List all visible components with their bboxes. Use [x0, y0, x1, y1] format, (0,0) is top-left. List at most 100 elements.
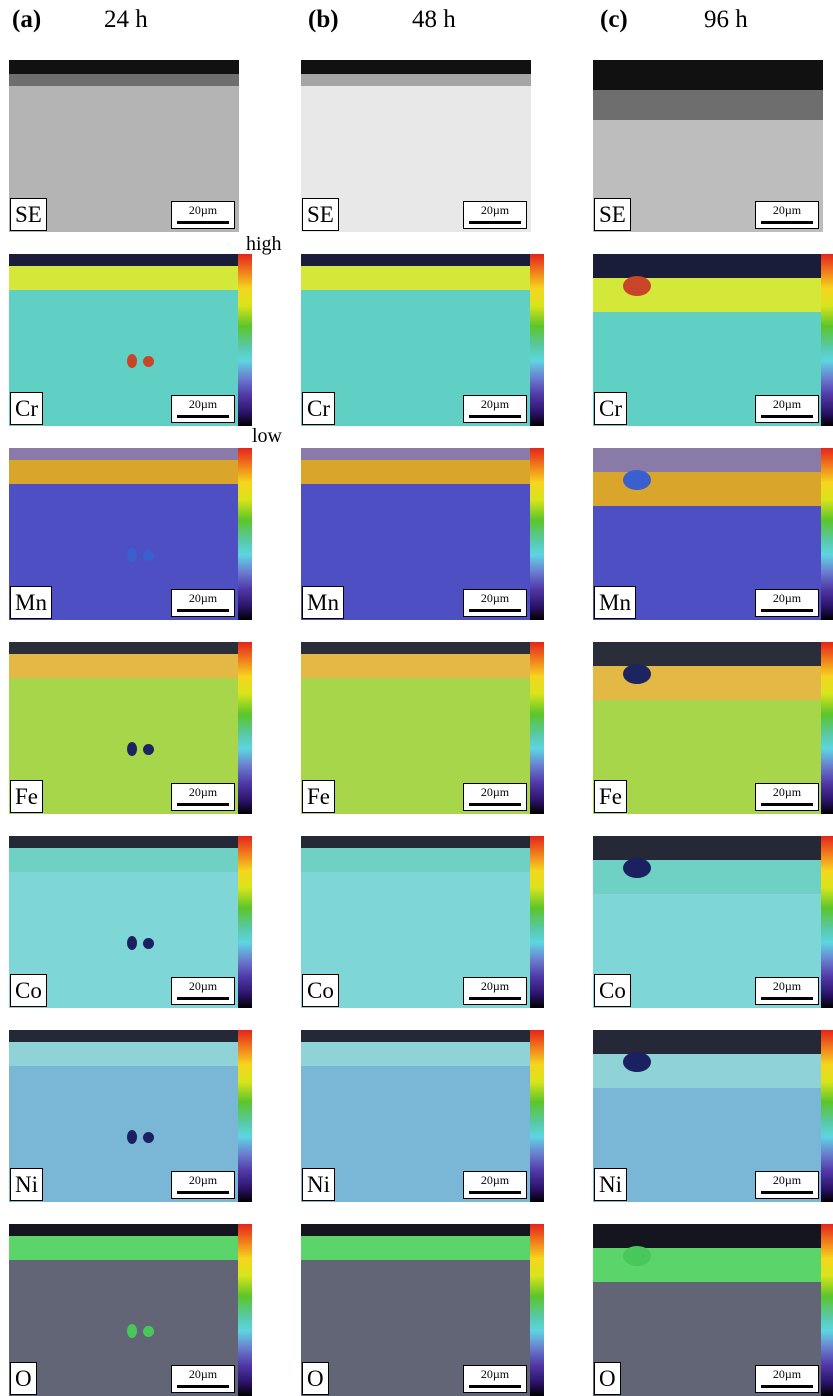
- time-label: 96 h: [704, 6, 748, 33]
- intensity-color-bar: [238, 448, 252, 620]
- element-label: Co: [10, 974, 47, 1007]
- particle-feature: [127, 1130, 137, 1144]
- oxide-scale-band: [301, 448, 531, 460]
- scale-bar: 20µm: [171, 783, 235, 811]
- oxide-scale-band: [9, 1030, 239, 1042]
- oxide-scale-band: [301, 1030, 531, 1042]
- element-label: Co: [302, 974, 339, 1007]
- time-label: 48 h: [412, 6, 456, 33]
- intensity-color-bar: [821, 254, 833, 426]
- panel-letter: (c): [600, 6, 628, 33]
- scale-bar: 20µm: [755, 977, 819, 1005]
- scale-bar-label: 20µm: [188, 785, 218, 799]
- panel-o-24h: O 20µm: [9, 1224, 239, 1396]
- oxide-layer-band: [9, 266, 239, 290]
- scale-bar-label: 20µm: [188, 979, 218, 993]
- particle-feature: [143, 1132, 154, 1143]
- scale-bar-line: [761, 221, 813, 224]
- scale-bar-label: 20µm: [480, 1367, 510, 1381]
- oxide-scale-band: [301, 642, 531, 654]
- scale-bar-line: [177, 803, 229, 806]
- element-map-image: [593, 1224, 823, 1396]
- oxide-scale-band: [9, 448, 239, 460]
- scale-bar-line: [177, 609, 229, 612]
- element-label: Fe: [10, 780, 43, 813]
- scale-bar: 20µm: [755, 201, 819, 229]
- oxide-scale-band: [593, 60, 823, 90]
- particle-feature: [143, 356, 154, 367]
- scale-bar-line: [761, 609, 813, 612]
- scale-bar: 20µm: [755, 783, 819, 811]
- scale-bar-line: [469, 609, 521, 612]
- scale-bar-line: [469, 1385, 521, 1388]
- scale-bar-line: [761, 1385, 813, 1388]
- scale-bar-label: 20µm: [480, 397, 510, 411]
- element-label: O: [594, 1362, 621, 1395]
- scale-bar-label: 20µm: [188, 203, 218, 217]
- scale-bar-line: [469, 221, 521, 224]
- oxide-scale-band: [593, 642, 823, 666]
- scale-bar: 20µm: [171, 589, 235, 617]
- scale-bar: 20µm: [463, 977, 527, 1005]
- oxide-layer-band: [9, 848, 239, 872]
- element-label: SE: [594, 198, 631, 231]
- scale-bar-line: [177, 1385, 229, 1388]
- intensity-color-bar: [530, 1030, 544, 1202]
- oxide-layer-band: [9, 460, 239, 484]
- oxide-layer-band: [301, 1042, 531, 1066]
- particle-feature: [623, 1052, 651, 1072]
- scale-bar-label: 20µm: [480, 1173, 510, 1187]
- scale-bar-label: 20µm: [772, 397, 802, 411]
- intensity-color-bar: [238, 1224, 252, 1396]
- particle-feature: [127, 742, 137, 756]
- oxide-scale-band: [9, 60, 239, 74]
- scale-bar-label: 20µm: [480, 203, 510, 217]
- oxide-layer-band: [301, 74, 531, 86]
- panel-mn-48h: Mn 20µm: [301, 448, 531, 620]
- sem-image: [301, 60, 531, 232]
- oxide-scale-band: [593, 1224, 823, 1248]
- panel-cr-96h: Cr 20µm: [593, 254, 823, 426]
- intensity-color-bar: [821, 642, 833, 814]
- scale-bar-line: [761, 415, 813, 418]
- scale-bar: 20µm: [463, 783, 527, 811]
- scale-bar-label: 20µm: [772, 591, 802, 605]
- scale-bar: 20µm: [463, 589, 527, 617]
- intensity-color-bar: [530, 1224, 544, 1396]
- oxide-layer-band: [301, 848, 531, 872]
- scale-bar: 20µm: [755, 395, 819, 423]
- intensity-high-label: high: [246, 233, 282, 255]
- intensity-color-bar: [530, 836, 544, 1008]
- particle-feature: [127, 354, 137, 368]
- panel-mn-24h: Mn 20µm: [9, 448, 239, 620]
- particle-feature: [623, 858, 651, 878]
- particle-feature: [623, 276, 651, 296]
- intensity-color-bar: [238, 642, 252, 814]
- scale-bar-line: [469, 415, 521, 418]
- oxide-layer-band: [301, 460, 531, 484]
- oxide-layer-band: [301, 1236, 531, 1260]
- oxide-scale-band: [593, 448, 823, 472]
- scale-bar-line: [761, 1191, 813, 1194]
- particle-feature: [143, 938, 154, 949]
- panel-fe-24h: Fe 20µm: [9, 642, 239, 814]
- scale-bar: 20µm: [463, 201, 527, 229]
- scale-bar: 20µm: [755, 1171, 819, 1199]
- oxide-layer-band: [9, 1236, 239, 1260]
- scale-bar-label: 20µm: [188, 1173, 218, 1187]
- scale-bar: 20µm: [171, 395, 235, 423]
- scale-bar: 20µm: [171, 1171, 235, 1199]
- intensity-color-bar: [821, 1224, 833, 1396]
- element-label: Ni: [302, 1168, 335, 1201]
- oxide-scale-band: [9, 254, 239, 266]
- element-label: Mn: [10, 586, 52, 619]
- scale-bar-line: [177, 415, 229, 418]
- particle-feature: [143, 744, 154, 755]
- particle-feature: [623, 1246, 651, 1266]
- intensity-color-bar: [821, 1030, 833, 1202]
- oxide-scale-band: [301, 836, 531, 848]
- intensity-color-bar: [530, 642, 544, 814]
- scale-bar-label: 20µm: [772, 1367, 802, 1381]
- panel-ni-24h: Ni 20µm: [9, 1030, 239, 1202]
- scale-bar-label: 20µm: [772, 1173, 802, 1187]
